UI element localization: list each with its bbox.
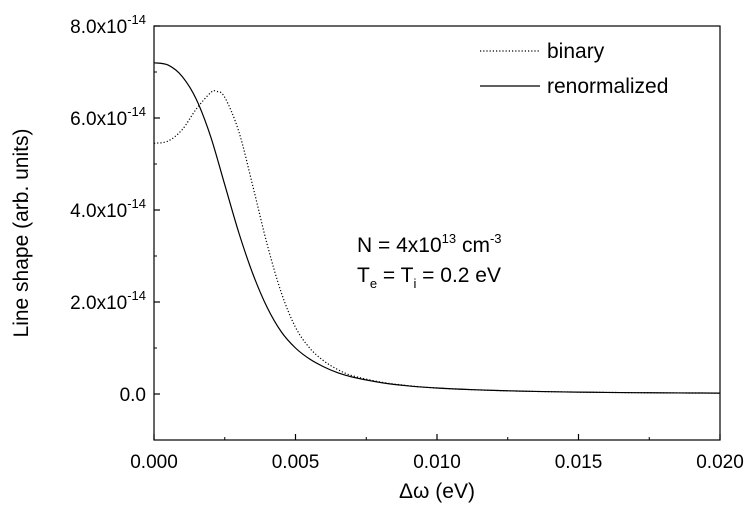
legend-label-binary: binary <box>547 40 605 63</box>
y-tick-label: 0.0 <box>120 385 146 406</box>
x-axis: 0.000 0.005 0.010 0.015 0.020 <box>130 434 744 473</box>
y-axis-title: Line shape (arb. units) <box>10 129 33 338</box>
series-layer <box>154 62 720 394</box>
series-line-renormalized <box>154 62 720 394</box>
x-tick-label: 0.010 <box>413 452 461 473</box>
x-tick-label: 0.005 <box>272 452 320 473</box>
temperature-annotation: Te = Ti = 0.2 eV <box>357 264 501 291</box>
y-tick-label: 6.0x10-14 <box>70 104 146 130</box>
x-tick-label: 0.020 <box>696 452 744 473</box>
legend-label-renormalized: renormalized <box>547 75 668 98</box>
y-tick-label: 4.0x10-14 <box>70 196 146 222</box>
y-axis: 0.0 2.0x10-14 4.0x10-14 6.0x10-14 8.0x10-14 <box>70 12 160 406</box>
y-tick-label: 2.0x10-14 <box>70 288 146 314</box>
x-tick-label: 0.015 <box>555 452 603 473</box>
x-tick-label: 0.000 <box>130 452 178 473</box>
plasma-conditions-annotation: N = 4x1013 cm-3 Te = Ti = 0.2 eV <box>357 231 502 291</box>
x-axis-title: Δω (eV) <box>399 480 475 503</box>
legend: binary renormalized <box>480 40 668 98</box>
y-tick-label: 8.0x10-14 <box>70 12 146 38</box>
density-annotation: N = 4x1013 cm-3 <box>357 231 502 257</box>
